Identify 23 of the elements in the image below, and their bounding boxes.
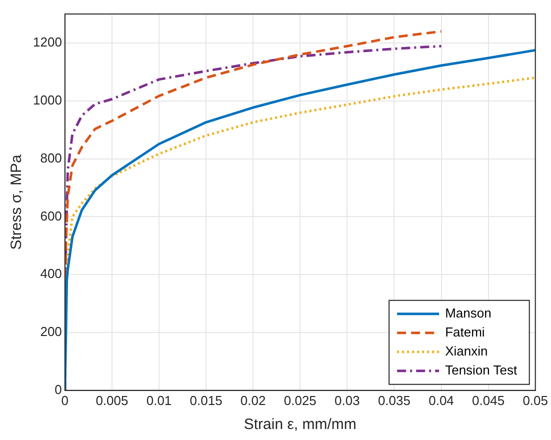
legend-label: Tension Test xyxy=(445,362,518,378)
x-tick-label: 0.03 xyxy=(334,392,360,408)
y-tick-label: 1000 xyxy=(33,92,62,108)
x-tick-label: 0.04 xyxy=(428,392,454,408)
x-tick-label: 0.005 xyxy=(96,392,128,408)
x-axis-title: Strain ε, mm/mm xyxy=(244,416,356,434)
legend-label: Manson xyxy=(445,305,492,320)
x-tick-label: 0.02 xyxy=(240,392,266,408)
y-tick-label: 200 xyxy=(40,324,62,340)
x-tick-label: 0.045 xyxy=(472,392,505,408)
x-tick-label: 0.05 xyxy=(522,392,548,408)
x-tick-label: 0.025 xyxy=(284,392,316,408)
x-tick-label: 0.015 xyxy=(190,392,222,408)
y-tick-label: 1200 xyxy=(33,34,62,50)
legend-label: Fatemi xyxy=(445,324,485,340)
y-axis-title: Stress σ, MPa xyxy=(8,154,26,250)
y-tick-label: 800 xyxy=(40,150,62,166)
x-tick-label: 0.01 xyxy=(146,392,172,408)
y-tick-label: 0 xyxy=(54,382,62,397)
x-tick-label: 0.035 xyxy=(378,392,410,408)
legend-label: Xianxin xyxy=(445,343,488,358)
y-tick-label: 400 xyxy=(40,266,62,282)
y-tick-label: 600 xyxy=(40,208,62,224)
